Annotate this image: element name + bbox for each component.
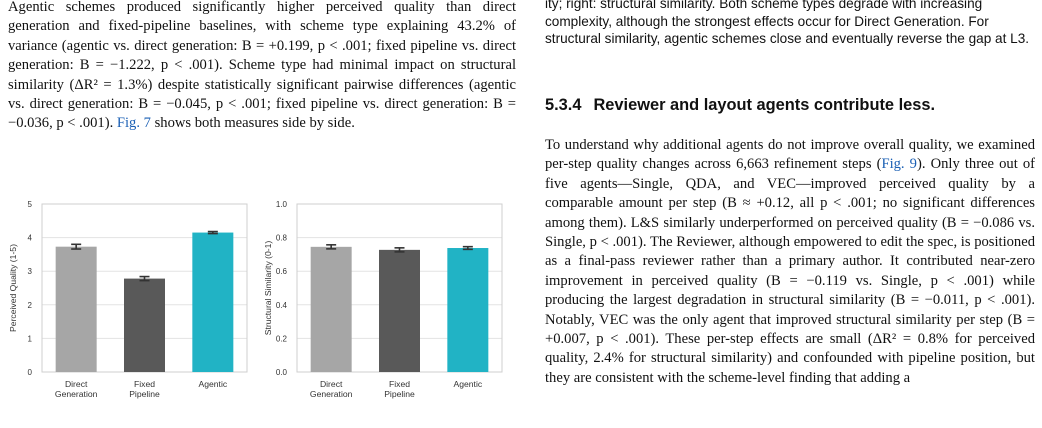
x-tick-label: Direct xyxy=(320,379,343,389)
y-tick-label: 0 xyxy=(28,368,33,377)
chart-perceived-quality: 0 1 2 3 4 5 Perceived Quality (1-5) DirectGener… xyxy=(8,200,248,399)
section-title: Reviewer and layout agents contribute le… xyxy=(593,96,936,114)
x-tick-label: Agentic xyxy=(198,379,227,389)
y-tick-label: 4 xyxy=(28,234,33,243)
text-run: ). Only three out of five agents—Single,… xyxy=(545,156,1036,386)
y-axis-label: Perceived Quality (1-5) xyxy=(8,244,18,332)
bar xyxy=(447,248,489,372)
x-tick-label: Generation xyxy=(310,389,353,399)
chart-structural-similarity: 0.0 0.2 0.4 0.6 0.8 1.0 Structural Similarity … xyxy=(263,200,503,399)
bar xyxy=(310,246,352,372)
right-column: ity; right: structural similarity. Both … xyxy=(545,0,1035,386)
x-tick-label: Generation xyxy=(55,389,98,399)
section-number: 5.3.4 xyxy=(545,96,582,114)
figure-link[interactable]: Fig. 7 xyxy=(116,115,151,132)
x-tick-label: Fixed xyxy=(389,379,410,389)
x-tick-label: Pipeline xyxy=(384,389,415,399)
y-tick-label: 0.8 xyxy=(276,234,288,243)
section-heading: 5.3.4 Reviewer and layout agents contribu… xyxy=(545,96,935,115)
bar xyxy=(124,278,165,372)
y-tick-label: 5 xyxy=(28,200,33,209)
results-paragraph: Agentic schemes produced significantly h… xyxy=(8,0,516,134)
agents-paragraph: To understand why additional agents do n… xyxy=(545,136,1035,388)
bar xyxy=(55,246,97,372)
x-tick-label: Direct xyxy=(65,379,88,389)
figure-caption-continuation: ity; right: structural similarity. Both … xyxy=(545,0,1030,47)
y-tick-label: 0.2 xyxy=(276,334,288,343)
x-tick-label: Fixed xyxy=(134,379,155,389)
bar xyxy=(192,232,234,372)
y-tick-label: 3 xyxy=(28,267,33,276)
y-tick-label: 0.0 xyxy=(276,368,288,377)
bar xyxy=(379,249,420,372)
x-tick-label: Agentic xyxy=(453,379,482,389)
figure-link[interactable]: Fig. 9 xyxy=(881,156,917,173)
x-tick-label: Pipeline xyxy=(129,389,160,399)
y-axis-label: Structural Similarity (0-1) xyxy=(263,241,273,336)
y-tick-label: 1.0 xyxy=(276,200,288,209)
y-tick-label: 1 xyxy=(28,334,33,343)
y-tick-label: 0.4 xyxy=(276,301,288,310)
y-tick-label: 0.6 xyxy=(276,267,288,276)
y-tick-label: 2 xyxy=(28,301,33,310)
text-run: Agentic schemes produced significantly h… xyxy=(8,0,516,132)
left-column: Agentic schemes produced significantly h… xyxy=(8,0,516,399)
text-run: shows both measures side by side. xyxy=(150,115,355,132)
text-run: To understand why additional agents do n… xyxy=(545,137,1035,173)
